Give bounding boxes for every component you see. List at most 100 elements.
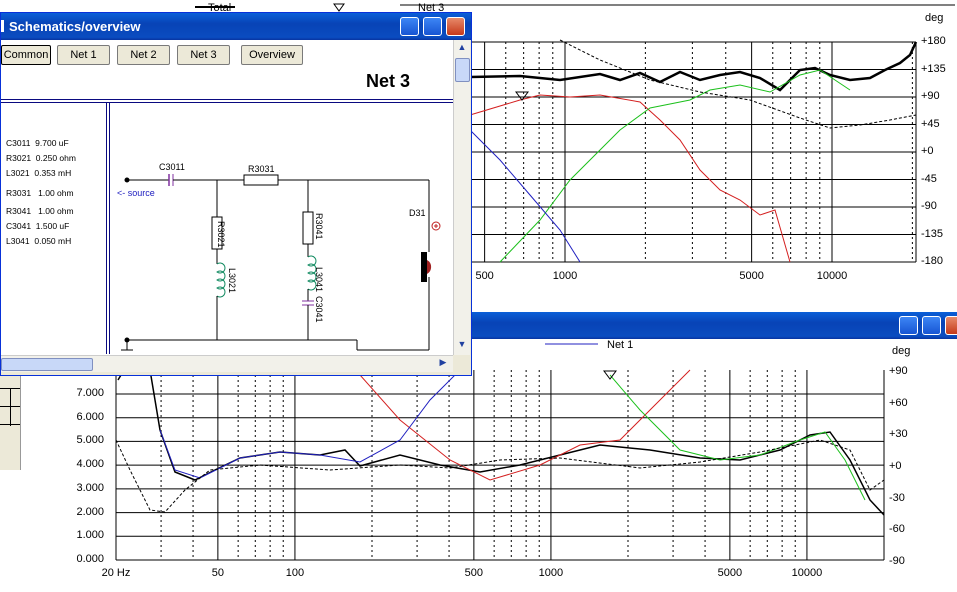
top-freq-tick: 10000: [816, 270, 848, 282]
schematics-titlebar[interactable]: Schematics/overview: [1, 13, 471, 40]
bottom-phase-tick: +90: [889, 365, 908, 377]
bottom-y-tick: 3.000: [76, 481, 104, 494]
scroll-down-arrow[interactable]: ▼: [457, 339, 467, 349]
scroll-thumb[interactable]: [455, 58, 470, 82]
bottom-y-tick: 4.000: [76, 458, 104, 471]
schematics-close-button[interactable]: [446, 17, 465, 36]
left-partial-window: [0, 370, 21, 470]
button-common[interactable]: Common: [1, 45, 51, 65]
scroll-up-arrow[interactable]: ▲: [457, 42, 467, 52]
bottom-phase-tick: +30: [889, 428, 908, 441]
component-value: 0.353 mH: [34, 168, 72, 178]
component-value: 1.500 uF: [35, 221, 70, 231]
bottom-deg-unit: deg: [892, 345, 911, 357]
top-phase-tick: +180: [921, 35, 946, 47]
hscroll-thumb[interactable]: [1, 358, 93, 371]
bottom-phase-tick: -60: [889, 523, 905, 536]
component-name: L3021: [6, 168, 30, 178]
label-r3031: R3031: [248, 164, 275, 174]
total-phase-curve: [469, 41, 918, 92]
top-phase-tick: -135: [921, 227, 944, 240]
schematics-window: Schematics/overview Common Net 1 Net 2 N…: [0, 12, 472, 376]
top-phase-tick: -180: [921, 255, 944, 267]
label-r3021: R3021: [216, 221, 226, 248]
schematics-minimize-button[interactable]: [400, 17, 419, 36]
component-name: R3031: [6, 188, 32, 198]
top-freq-tick: 5000: [739, 270, 764, 282]
bottom-freq-tick: 500: [464, 567, 484, 579]
net-heading: Net 3: [366, 71, 411, 91]
close-button[interactable]: [945, 316, 957, 335]
top-phase-chart: [195, 3, 955, 263]
top-marker-triangle: [515, 91, 529, 101]
label-l3021: L3021: [227, 268, 237, 294]
bottom-y-tick: 1.000: [76, 529, 104, 542]
top-freq-tick: 1000: [552, 270, 578, 282]
bottom-phase-tick: +0: [889, 460, 902, 472]
component-value: 1.00 ohm: [38, 206, 74, 216]
net-red-impedance-curve: [359, 369, 691, 481]
schematics-title: Schematics/overview: [9, 19, 141, 34]
top-phase-tick: +0: [921, 145, 934, 157]
bottom-y-tick: 0.000: [76, 553, 104, 565]
bottom-freq-tick: 1000: [538, 567, 564, 579]
component-name: R3041: [6, 206, 32, 216]
component-value: 9.700 uF: [35, 138, 69, 148]
top-deg-unit: deg: [925, 12, 944, 24]
total-impedance-curve: [117, 359, 885, 516]
net-dashed-phase-curve: [559, 39, 917, 129]
schematics-maximize-button[interactable]: [423, 17, 442, 36]
component-name: C3041: [6, 221, 32, 231]
bottom-y-tick: 7.000: [76, 387, 104, 399]
minimize-button[interactable]: [899, 316, 918, 335]
label-l3041: L3041: [314, 267, 324, 293]
net-green-phase-curve: [499, 69, 851, 263]
net-blue-impedance-curve: [159, 369, 461, 479]
bottom-legend-net1: Net 1: [607, 339, 634, 351]
net-dashed-impedance-curve: [115, 439, 885, 513]
vertical-scrollbar[interactable]: ▲ ▼: [453, 40, 470, 355]
bottom-freq-tick: 20 Hz: [101, 567, 131, 579]
net-red-phase-curve: [469, 94, 791, 263]
component-value: 0.250 ohm: [35, 153, 76, 163]
button-net-1[interactable]: Net 1: [57, 45, 110, 65]
top-phase-tick: +135: [921, 62, 946, 75]
label-d31: D31: [409, 208, 426, 218]
component-name: L3041: [6, 236, 30, 246]
horizontal-scrollbar[interactable]: ▶: [1, 355, 453, 372]
schematics-content: [1, 40, 453, 355]
bottom-marker-triangle: [603, 370, 617, 380]
label-c3041: C3041: [314, 296, 324, 323]
button-net-2[interactable]: Net 2: [117, 45, 170, 65]
top-phase-tick: +90: [921, 90, 940, 102]
label-source: <- source: [117, 188, 155, 198]
bottom-freq-tick: 50: [211, 567, 224, 579]
maximize-button[interactable]: [922, 316, 941, 335]
top-phase-tick: -45: [921, 172, 937, 185]
scroll-right-arrow[interactable]: ▶: [439, 357, 447, 367]
label-r3041: R3041: [314, 213, 324, 240]
bottom-y-tick: 2.000: [76, 505, 104, 518]
bottom-y-tick: 6.000: [76, 410, 104, 423]
bottom-phase-tick: -30: [889, 491, 905, 504]
circuit-schematic: [121, 174, 441, 351]
component-name: C3011: [6, 138, 31, 148]
bottom-freq-tick: 10000: [791, 567, 823, 579]
top-phase-tick: +45: [921, 117, 940, 130]
label-c3011: C3011: [159, 162, 185, 172]
component-value: 1.00 ohm: [38, 188, 74, 198]
button-net-3[interactable]: Net 3: [177, 45, 230, 65]
bottom-freq-tick: 100: [285, 567, 305, 579]
component-value: 0.050 mH: [34, 236, 72, 246]
net-blue-phase-curve: [469, 129, 581, 263]
top-phase-tick: -90: [921, 200, 937, 212]
bottom-y-tick: 5.000: [76, 434, 104, 447]
button-overview[interactable]: Overview: [241, 45, 303, 65]
bottom-freq-tick: 5000: [717, 567, 743, 579]
bottom-phase-tick: +60: [889, 396, 908, 409]
top-freq-tick: 500: [475, 270, 494, 282]
net-green-impedance-curve: [609, 374, 866, 501]
bottom-phase-tick: -90: [889, 555, 905, 567]
component-name: R3021: [6, 153, 32, 163]
